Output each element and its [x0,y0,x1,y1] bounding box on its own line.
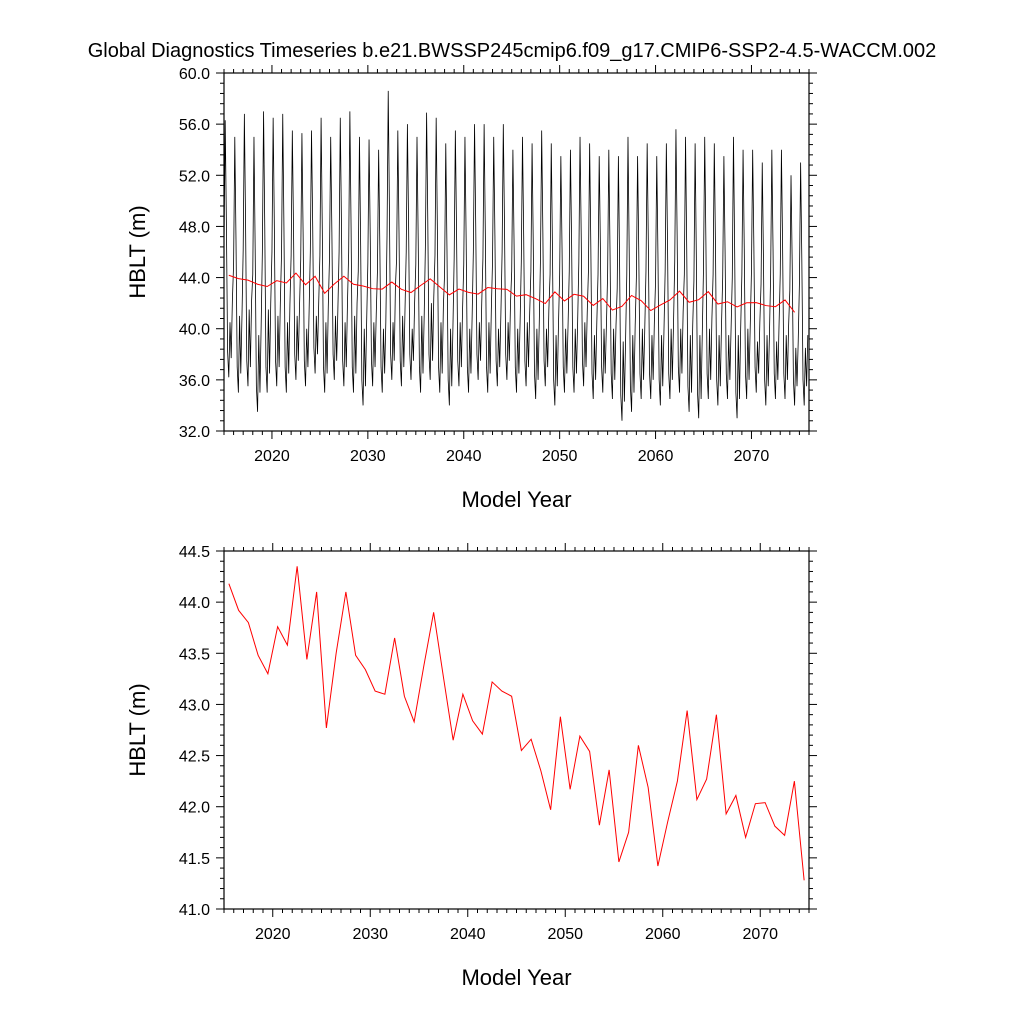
x-tick-label: 2030 [350,448,386,465]
y-tick-label: 56.0 [179,117,210,134]
series-line-annual-mean [228,272,796,313]
x-tick-label: 2020 [255,926,291,943]
y-tick-label: 43.5 [179,646,210,663]
y-tick-label: 42.5 [179,749,210,766]
y-tick-label: 44.0 [179,271,210,288]
y-axis-title: HBLT (m) [125,205,150,298]
series-line-monthly [224,90,809,421]
x-tick-label: 2060 [645,926,681,943]
plot-frame [223,72,810,432]
plot-frame [223,550,810,910]
chart-title: Global Diagnostics Timeseries b.e21.BWSS… [88,40,937,62]
x-tick-label: 2070 [734,448,770,465]
y-tick-label: 60.0 [179,66,210,83]
y-tick-label: 52.0 [179,168,210,185]
bottom-panel: 2020 2030 2040 2050 2060 2070 41.0 41.5 42.0 42.5… [125,543,817,990]
x-tick-label: 2030 [352,926,388,943]
series-line-annual-mean [228,566,805,881]
x-tick-label: 2070 [742,926,778,943]
y-tick-label: 44.0 [179,595,210,612]
y-axis-title: HBLT (m) [125,683,150,776]
y-tick-label: 48.0 [179,219,210,236]
y-tick-label: 40.0 [179,322,210,339]
x-tick-label: 2050 [547,926,583,943]
y-tick-label: 42.0 [179,800,210,817]
y-tick-label: 43.0 [179,697,210,714]
y-tick-label: 41.5 [179,851,210,868]
x-tick-label: 2020 [254,448,290,465]
y-tick-label: 41.0 [179,902,210,919]
top-panel: 2020 2030 2040 2050 2060 2070 32.0 36.0 40.0 44.0… [125,65,817,512]
x-tick-label: 2040 [446,448,482,465]
x-tick-label: 2050 [542,448,578,465]
y-tick-label: 36.0 [179,373,210,390]
x-tick-label: 2060 [638,448,674,465]
x-tick-label: 2040 [450,926,486,943]
x-axis-title: Model Year [461,487,571,512]
y-tick-label: 32.0 [179,424,210,441]
x-axis-title: Model Year [461,965,571,990]
y-tick-label: 44.5 [179,544,210,561]
